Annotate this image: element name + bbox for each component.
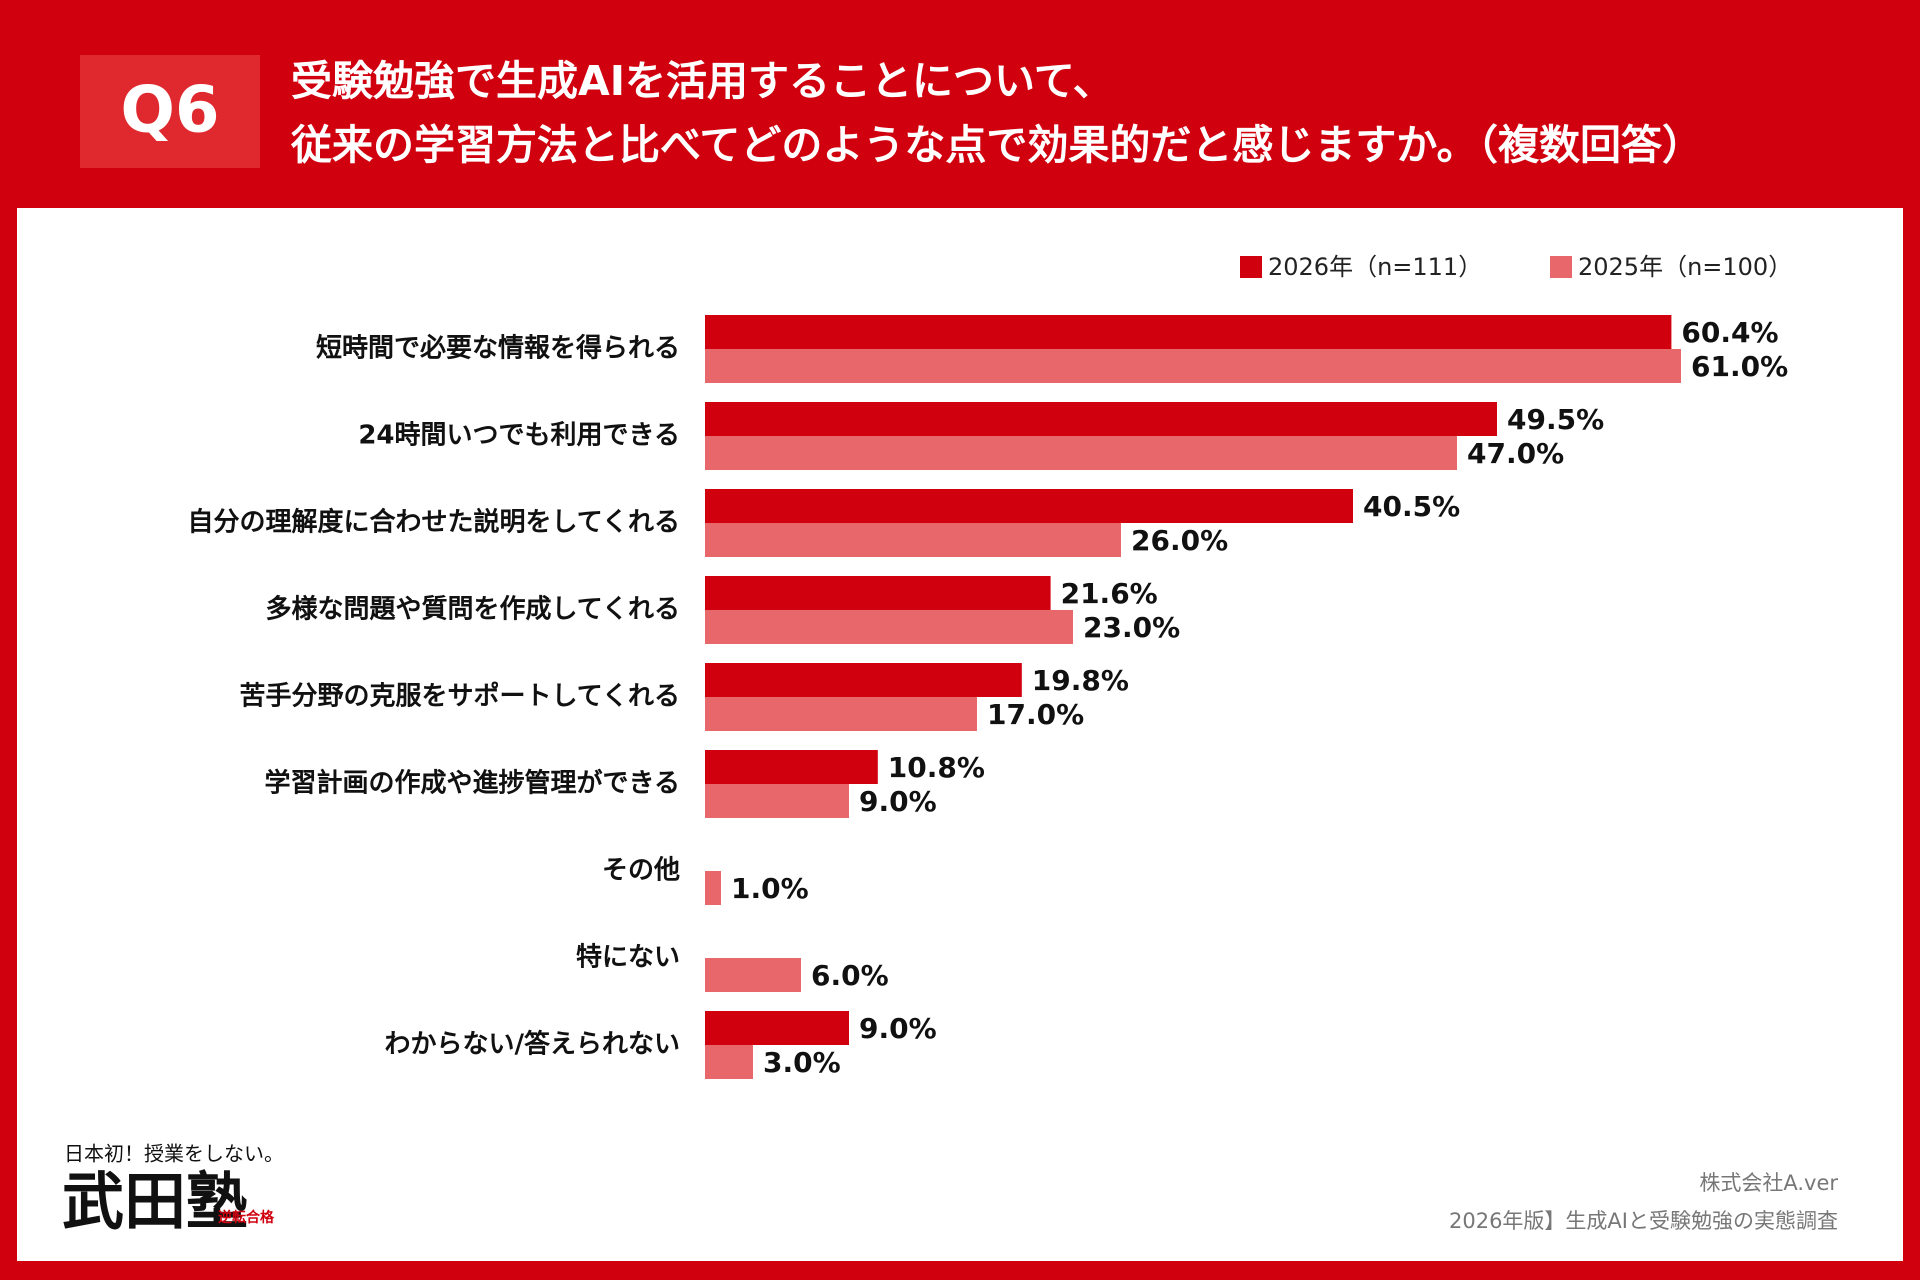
value-label: 9.0% xyxy=(859,785,937,818)
value-label: 40.5% xyxy=(1363,490,1460,523)
bar xyxy=(705,402,1497,436)
logo-name: 武田塾 xyxy=(62,1165,248,1238)
category-label: 自分の理解度に合わせた説明をしてくれる xyxy=(188,507,680,538)
bar xyxy=(705,523,1121,557)
legend-label: 2026年（n=111） xyxy=(1268,253,1482,281)
category-label: わからない/答えられない xyxy=(385,1029,681,1060)
bar xyxy=(705,750,878,784)
value-label: 10.8% xyxy=(888,751,985,784)
footer-source: 2026年版】生成AIと受験勉強の実態調査 xyxy=(1449,1209,1838,1233)
category-label: 多様な問題や質問を作成してくれる xyxy=(266,594,680,625)
bar xyxy=(705,576,1051,610)
badge-box xyxy=(80,55,260,168)
logo-stamp: 逆転合格 xyxy=(218,1209,275,1226)
value-label: 1.0% xyxy=(731,872,809,905)
value-label: 49.5% xyxy=(1507,403,1604,436)
category-label: 学習計画の作成や進捗管理ができる xyxy=(265,768,680,799)
badge: Q6 xyxy=(121,74,220,148)
legend-label: 2025年（n=100） xyxy=(1578,253,1792,281)
value-label: 26.0% xyxy=(1131,524,1228,557)
category-label: 短時間で必要な情報を得られる xyxy=(316,334,680,364)
bar xyxy=(705,871,721,905)
footer-company: 株式会社A.ver xyxy=(1699,1171,1838,1195)
bar xyxy=(705,315,1672,349)
value-label: 17.0% xyxy=(987,698,1084,731)
bar xyxy=(705,489,1353,523)
value-label: 60.4% xyxy=(1681,316,1778,349)
bar xyxy=(705,784,849,818)
category-label: 24時間いつでも利用できる xyxy=(358,421,680,451)
bar xyxy=(705,663,1022,697)
value-label: 3.0% xyxy=(763,1046,841,1079)
chart-title: 受験勉強で生成AIを活用することについて、 xyxy=(291,57,1114,105)
bar xyxy=(705,1011,849,1045)
value-label: 9.0% xyxy=(859,1012,937,1045)
bar xyxy=(705,1045,753,1079)
bar xyxy=(705,958,801,992)
value-label: 47.0% xyxy=(1467,437,1564,470)
bar xyxy=(705,610,1073,644)
panel xyxy=(17,208,1903,1261)
legend-swatch xyxy=(1550,256,1572,278)
value-label: 23.0% xyxy=(1083,611,1180,644)
bar xyxy=(705,436,1457,470)
logo-tagline: 日本初！授業をしない。 xyxy=(64,1142,284,1166)
bar xyxy=(705,697,977,731)
value-label: 21.6% xyxy=(1061,577,1158,610)
value-label: 6.0% xyxy=(811,959,889,992)
chart-title: 従来の学習方法と比べてどのような点で効果的だと感じますか。（複数回答） xyxy=(290,121,1703,169)
value-label: 19.8% xyxy=(1032,664,1129,697)
category-label: その他 xyxy=(602,856,680,886)
legend-swatch xyxy=(1240,256,1262,278)
bar xyxy=(705,349,1681,383)
category-label: 苦手分野の克服をサポートしてくれる xyxy=(240,681,680,712)
category-label: 特にない xyxy=(576,942,680,973)
value-label: 61.0% xyxy=(1691,350,1788,383)
